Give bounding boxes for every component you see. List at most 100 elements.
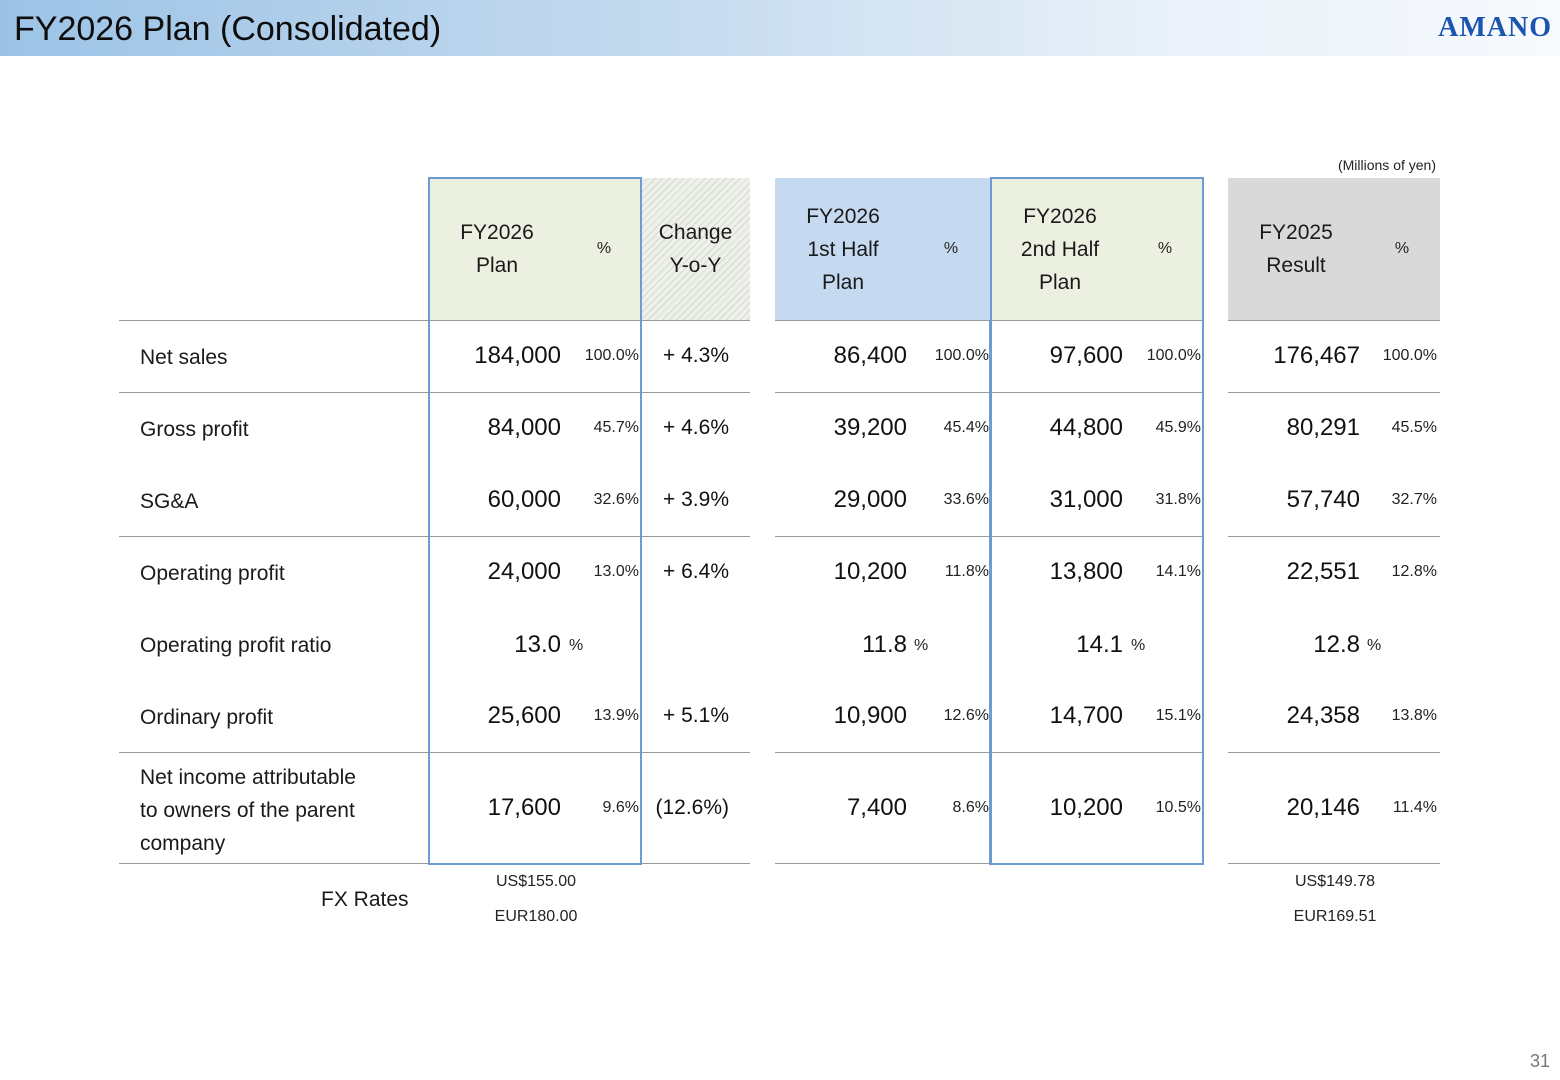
company-logo: AMANO (1438, 12, 1552, 43)
cell-plan-pct: 45.7% (593, 419, 639, 436)
prev-header-bg (1228, 178, 1440, 320)
rule-after-sga (1228, 536, 1440, 537)
cell-h1-ratio-unit: % (914, 637, 929, 654)
cell-plan-value: 60,000 (487, 486, 561, 513)
cell-h1-value: 86,400 (833, 342, 907, 369)
cell-h1-pct: 11.8% (944, 563, 989, 580)
rule-header (119, 320, 750, 321)
rule-after-net-sales (1228, 392, 1440, 393)
fx-prev-eur: EUR169.51 (1293, 908, 1377, 925)
header-h2-pct: % (1157, 240, 1173, 257)
header-change-yoy: Change Y-o-Y (658, 221, 733, 277)
fx-plan-eur: EUR180.00 (494, 908, 578, 925)
header-fy2026-plan: FY2026 Plan (460, 221, 534, 277)
plan-header-bg (430, 178, 640, 320)
fx-prev-usd: US$149.78 (1294, 873, 1376, 890)
header-fy2025-result: FY2025 Result (1259, 221, 1333, 277)
header-fy2026-2nd-half: FY2026 2nd Half Plan (1020, 204, 1100, 294)
header-plan-pct: % (596, 240, 612, 257)
cell-h2-pct: 45.9% (1155, 419, 1201, 436)
h2-header-bg (991, 178, 1202, 320)
cell-h1-pct: 100.0% (934, 347, 989, 364)
h1-h2-divider (989, 320, 991, 865)
cell-h1-pct: 12.6% (943, 707, 989, 724)
rule-after-ordinary-profit (775, 752, 1202, 753)
row-label-operating-profit-ratio: Operating profit ratio (140, 634, 332, 657)
header-fy2026-1st-half: FY2026 1st Half Plan (806, 204, 880, 294)
cell-plan-pct: 100.0% (584, 347, 639, 364)
cell-prev-ratio: 12.8 (1313, 631, 1360, 658)
cell-prev-pct: 12.8% (1391, 563, 1437, 580)
cell-h1-value: 10,200 (833, 558, 907, 585)
cell-prev-value: 24,358 (1286, 702, 1360, 729)
page-number: 31 (1529, 1051, 1550, 1071)
cell-prev-value: 176,467 (1273, 342, 1360, 369)
rule-after-sga (775, 536, 1202, 537)
cell-h2-value: 13,800 (1049, 558, 1123, 585)
row-label-ordinary-profit: Ordinary profit (140, 706, 274, 729)
cell-change: + 6.4% (663, 560, 729, 583)
cell-h2-value: 97,600 (1049, 342, 1123, 369)
rule-bottom (1228, 863, 1440, 864)
cell-plan-ratio-unit: % (569, 637, 584, 654)
cell-h2-value: 44,800 (1049, 414, 1123, 441)
cell-h1-pct: 45.4% (943, 419, 989, 436)
cell-plan-value: 84,000 (487, 414, 561, 441)
cell-h1-value: 10,900 (833, 702, 907, 729)
row-label-sga: SG&A (140, 490, 199, 513)
cell-prev-value: 20,146 (1286, 794, 1360, 821)
cell-h2-value: 31,000 (1049, 486, 1123, 513)
title-bar: FY2026 Plan (Consolidated) AMANO (0, 0, 1560, 56)
cell-change: + 3.9% (663, 488, 729, 511)
cell-prev-pct: 32.7% (1391, 491, 1437, 508)
row-label-net-income: Net income attributable to owners of the… (140, 766, 356, 855)
cell-plan-value: 184,000 (474, 342, 561, 369)
cell-h2-pct: 31.8% (1155, 491, 1201, 508)
rule-after-ordinary-profit (119, 752, 750, 753)
cell-plan-pct: 13.9% (593, 707, 639, 724)
rule-header (1228, 320, 1440, 321)
header-prev-pct: % (1394, 240, 1410, 257)
cell-prev-pct: 13.8% (1391, 707, 1437, 724)
rule-after-net-sales (775, 392, 1202, 393)
cell-change: + 5.1% (663, 704, 729, 727)
cell-h2-ratio: 14.1 (1076, 631, 1123, 658)
cell-h1-pct: 33.6% (943, 491, 989, 508)
cell-plan-pct: 9.6% (602, 799, 639, 816)
cell-h2-value: 14,700 (1049, 702, 1123, 729)
cell-h2-pct: 10.5% (1155, 799, 1201, 816)
h1-header-bg (775, 178, 990, 320)
cell-h2-pct: 100.0% (1146, 347, 1201, 364)
header-h1-pct: % (943, 240, 959, 257)
fx-rates-label: FX Rates (321, 888, 409, 911)
row-label-net-sales: Net sales (140, 346, 228, 369)
cell-h1-value: 39,200 (833, 414, 907, 441)
cell-prev-pct: 100.0% (1382, 347, 1437, 364)
rule-after-ordinary-profit (1228, 752, 1440, 753)
cell-change: + 4.6% (663, 416, 729, 439)
cell-plan-pct: 13.0% (593, 563, 639, 580)
cell-prev-ratio-unit: % (1367, 637, 1382, 654)
cell-plan-value: 25,600 (487, 702, 561, 729)
row-label-operating-profit: Operating profit (140, 562, 285, 585)
cell-prev-value: 57,740 (1286, 486, 1360, 513)
cell-h1-value: 29,000 (833, 486, 907, 513)
cell-plan-ratio: 13.0 (514, 631, 561, 658)
rule-after-sga (119, 536, 750, 537)
page-title: FY2026 Plan (Consolidated) (14, 10, 442, 48)
cell-h1-pct: 8.6% (952, 799, 989, 816)
cell-change: + 4.3% (663, 344, 729, 367)
rule-bottom (775, 863, 1202, 864)
cell-plan-pct: 32.6% (593, 491, 639, 508)
units-note: (Millions of yen) (1337, 157, 1436, 173)
plan-column-box (428, 177, 642, 865)
cell-h2-value: 10,200 (1049, 794, 1123, 821)
cell-prev-pct: 45.5% (1391, 419, 1437, 436)
cell-plan-value: 24,000 (487, 558, 561, 585)
rule-header (775, 320, 1202, 321)
cell-prev-pct: 11.4% (1392, 799, 1437, 816)
cell-h1-value: 7,400 (846, 794, 907, 821)
cell-prev-value: 80,291 (1286, 414, 1360, 441)
cell-h2-pct: 14.1% (1155, 563, 1201, 580)
cell-change: (12.6%) (655, 796, 729, 819)
